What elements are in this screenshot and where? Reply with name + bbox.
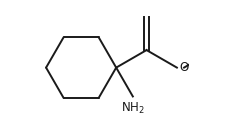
Text: NH$_2$: NH$_2$ <box>120 100 144 116</box>
Text: O: O <box>179 61 188 74</box>
